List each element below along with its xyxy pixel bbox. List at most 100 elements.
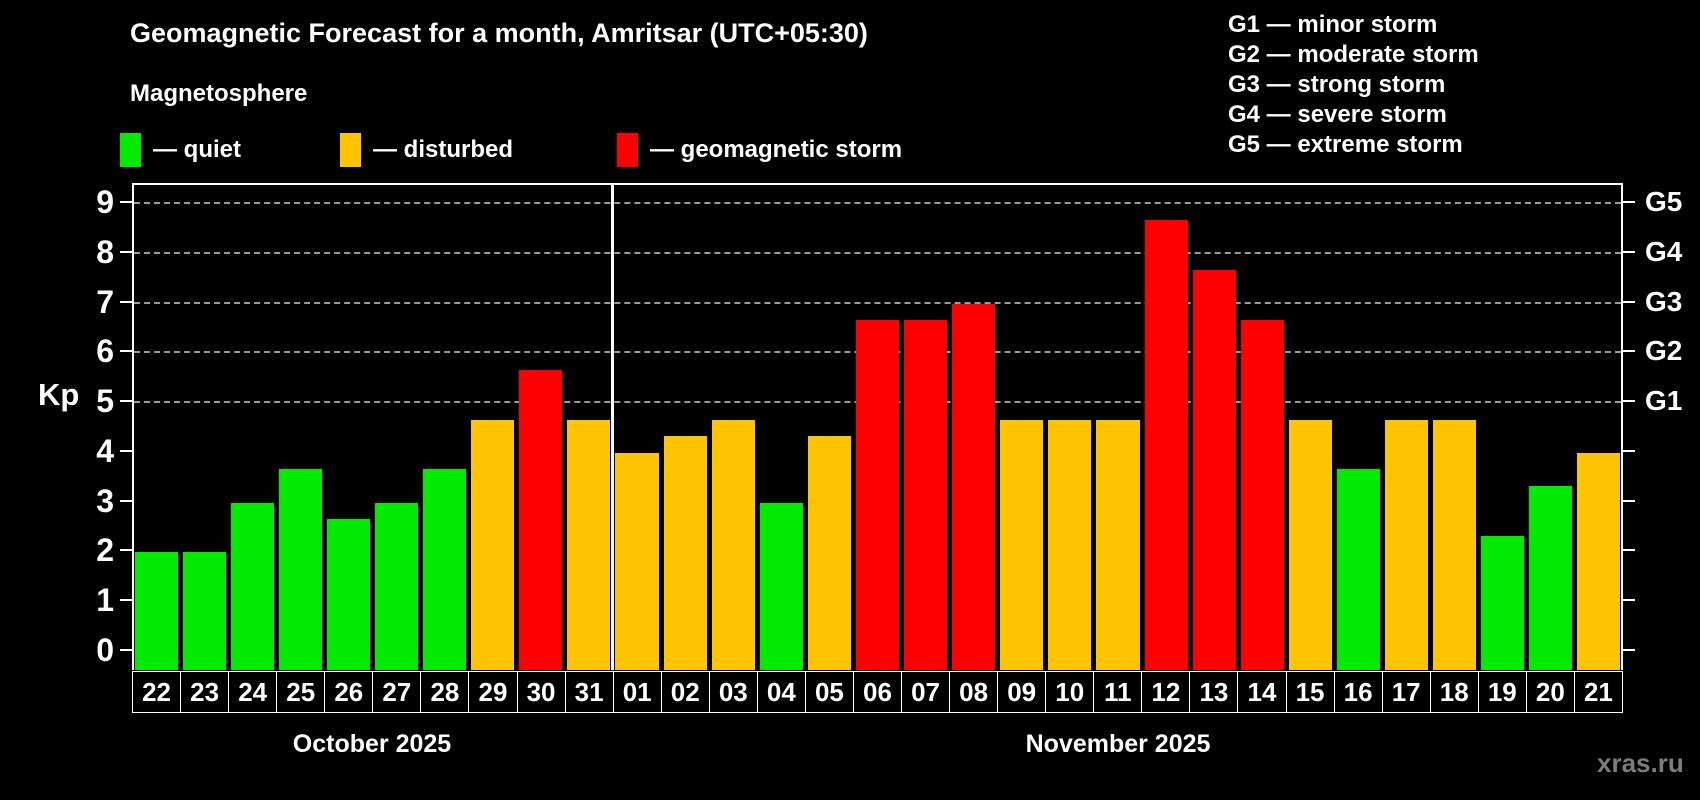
day-label-31: 31 [564,671,614,713]
kp-bar-06 [855,319,900,670]
kp-tick-8 [120,250,132,253]
kp-bar-13 [1192,270,1236,670]
day-label-22: 22 [132,671,182,713]
kp-bar-11 [1096,419,1140,670]
gridline-kp-7 [134,301,1621,304]
day-label-row: 22 23 24 25 26 27 28 29 30 31 01 02 03 04 05 06 07 08 09 10… [132,671,1623,713]
kp-bar-16 [1336,469,1380,670]
gridline-kp-8 [134,251,1621,254]
day-label-15: 15 [1285,671,1335,713]
kp-bar-15 [1288,419,1332,670]
g-legend-line-5: G5 — extreme storm [1228,131,1463,158]
kp-tick-label-9: 9 [96,183,114,220]
g-tick-0 [1623,649,1635,651]
day-label-04: 04 [756,671,806,713]
day-label-12: 12 [1141,671,1191,713]
kp-tick-7 [120,300,132,303]
kp-bar-18 [1433,419,1477,670]
g-tick-1 [1623,599,1635,602]
legend-label-disturbed: — disturbed [373,136,514,163]
g-level-label-G5: G5 [1645,185,1683,217]
kp-bar-12 [1144,220,1188,670]
day-label-16: 16 [1333,671,1383,713]
kp-tick-label-0: 0 [96,632,114,668]
day-label-21: 21 [1573,671,1623,713]
g-legend-line-2: G2 — moderate storm [1228,41,1479,68]
kp-tick-9 [120,200,132,203]
legend-item-storm: — geomagnetic storm [617,131,902,169]
kp-axis-label: Kp [38,377,80,412]
plot-area [132,183,1623,670]
kp-tick-label-6: 6 [96,333,114,370]
day-label-14: 14 [1237,671,1287,713]
month-divider-line [611,185,615,670]
kp-bar-17 [1385,419,1429,670]
kp-bar-25 [278,469,322,670]
kp-bar-21 [1577,452,1621,670]
kp-bar-04 [759,502,803,670]
g-level-label-G1: G1 [1645,385,1683,417]
g-tick-5 [1623,400,1635,403]
day-label-18: 18 [1429,671,1479,713]
kp-bar-03 [711,419,755,670]
day-label-17: 17 [1381,671,1431,713]
day-label-06: 06 [852,671,902,713]
g-level-label-G3: G3 [1645,285,1683,317]
legend-item-disturbed: — disturbed [340,131,513,169]
kp-bar-31 [567,419,611,670]
day-label-25: 25 [276,671,326,713]
kp-bar-05 [807,436,851,670]
kp-tick-label-5: 5 [96,383,114,420]
kp-tick-3 [120,499,132,502]
kp-tick-2 [120,549,132,552]
kp-tick-label-7: 7 [96,283,114,320]
g-tick-2 [1623,549,1635,552]
kp-tick-5 [120,400,132,403]
kp-tick-4 [120,449,132,452]
kp-bar-19 [1481,536,1525,670]
kp-bar-20 [1529,486,1573,670]
day-label-02: 02 [660,671,710,713]
day-label-09: 09 [997,671,1047,713]
day-label-05: 05 [804,671,854,713]
g-level-label-G4: G4 [1645,235,1683,267]
day-label-19: 19 [1477,671,1527,713]
day-label-26: 26 [324,671,374,713]
g-tick-6 [1623,350,1635,353]
day-label-07: 07 [901,671,951,713]
legend-swatch-disturbed [340,133,361,167]
day-label-27: 27 [372,671,422,713]
day-label-01: 01 [612,671,662,713]
kp-tick-6 [120,350,132,353]
g-tick-9 [1623,200,1635,203]
kp-tick-label-2: 2 [96,532,114,569]
legend-label-quiet: — quiet [153,136,241,163]
legend-label-storm: — geomagnetic storm [650,136,903,163]
kp-bar-22 [134,552,178,670]
kp-tick-label-8: 8 [96,233,114,270]
day-label-03: 03 [708,671,758,713]
kp-bar-28 [423,469,467,670]
g-legend-line-1: G1 — minor storm [1228,11,1438,38]
gridline-kp-9 [134,201,1621,204]
kp-tick-label-1: 1 [96,582,114,619]
kp-bar-07 [904,319,948,670]
kp-bar-24 [230,502,274,670]
kp-bar-14 [1240,319,1284,670]
kp-bar-01 [615,452,659,670]
kp-bar-10 [1048,419,1092,670]
g-level-label-G2: G2 [1645,335,1683,367]
chart-subtitle: Magnetosphere [130,80,308,107]
day-label-29: 29 [468,671,518,713]
kp-bar-30 [519,369,563,670]
kp-tick-1 [120,599,132,602]
month-label-november: November 2025 [1025,730,1211,758]
g-scale-legend: G1 — minor storm G2 — moderate storm G3 — … [1228,10,1479,160]
kp-bar-08 [952,303,996,670]
kp-bar-29 [471,419,515,670]
day-label-08: 08 [949,671,999,713]
g-tick-7 [1623,300,1635,303]
day-label-23: 23 [180,671,230,713]
month-label-october: October 2025 [292,730,452,758]
day-label-13: 13 [1189,671,1239,713]
